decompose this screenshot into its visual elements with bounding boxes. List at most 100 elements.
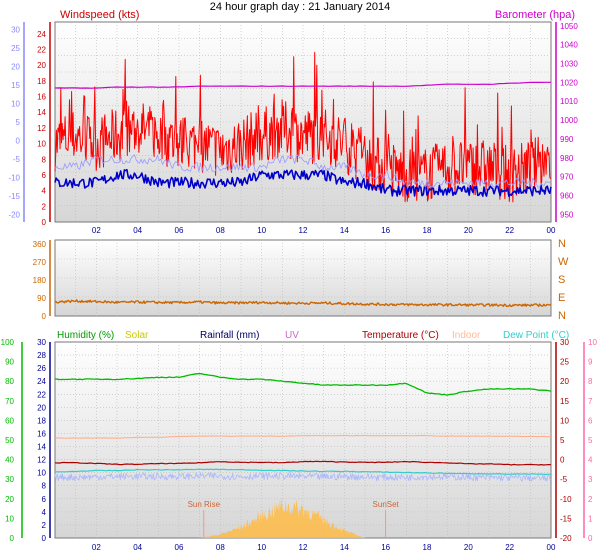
rainfall-tick: 2 — [42, 521, 47, 530]
panel-wind-baro-series — [54, 51, 552, 203]
x-tick-bottom: 14 — [340, 543, 349, 552]
windspeed-tick: 16 — [37, 93, 46, 102]
series-direction — [54, 299, 552, 308]
windspeed-tick: 2 — [42, 202, 47, 211]
barometer-tick: 1010 — [560, 97, 578, 106]
legend-item: Dew Point (°C) — [503, 330, 569, 341]
marker-label: SunSet — [373, 500, 400, 509]
uv-tick: 3 — [588, 475, 593, 484]
temperature-axis-ticks: -20 -15 -10 -5 0 5 10 15 20 25 30 — [560, 338, 572, 543]
uv-tick: 6 — [588, 416, 593, 425]
direction-compass-tick: W — [558, 256, 569, 268]
barometer-tick: 990 — [560, 135, 574, 144]
direction-degree-ticks: 0 90 180 270 360 — [33, 240, 47, 321]
windspeed-axis-label: Windspeed (kts) — [60, 9, 139, 21]
direction-compass-tick: N — [558, 310, 566, 322]
far-left-tick: 15 — [11, 81, 20, 90]
humidity-tick: 80 — [5, 377, 14, 386]
uv-tick: 10 — [588, 338, 597, 347]
far-left-tick: 25 — [11, 44, 20, 53]
rainfall-tick: 20 — [37, 403, 46, 412]
windspeed-tick: 20 — [37, 61, 46, 70]
barometer-tick: 1040 — [560, 41, 578, 50]
panel-temp-hum-legend: Humidity (%) Solar Rainfall (mm) UV Temperat… — [57, 330, 569, 341]
panel-wind-direction-series — [54, 299, 552, 308]
legend-item: Humidity (%) — [57, 330, 114, 341]
humidity-tick: 60 — [5, 416, 14, 425]
direction-compass-tick: N — [558, 238, 566, 250]
legend-item: Solar — [125, 330, 149, 341]
barometer-tick: 980 — [560, 154, 574, 163]
x-tick-bottom: 06 — [175, 543, 184, 552]
windspeed-tick: 22 — [37, 45, 46, 54]
uv-tick: 1 — [588, 514, 593, 523]
panel-wind-baro-x-ticks: 02 04 06 08 10 12 14 16 18 20 22 00 — [92, 226, 556, 235]
windspeed-tick: 0 — [42, 218, 47, 227]
barometer-tick: 1020 — [560, 78, 578, 87]
panel-temp-hum-series: Sun Rise SunSet — [54, 372, 552, 538]
temperature-tick: 15 — [560, 397, 569, 406]
temperature-tick: -20 — [560, 534, 572, 543]
barometer-tick: 1000 — [560, 116, 578, 125]
temperature-tick: 25 — [560, 358, 569, 367]
series-indoor — [54, 435, 552, 439]
x-tick-bottom: 16 — [381, 543, 390, 552]
x-tick-top: 14 — [340, 226, 349, 235]
direction-degree-tick: 360 — [33, 240, 47, 249]
windspeed-tick: 24 — [37, 30, 46, 39]
barometer-tick: 960 — [560, 192, 574, 201]
temperature-tick: -5 — [560, 475, 568, 484]
legend-item: UV — [285, 330, 299, 341]
rainfall-tick: 10 — [37, 469, 46, 478]
humidity-tick: 50 — [5, 436, 14, 445]
series-gust — [54, 51, 551, 203]
x-tick-bottom: 18 — [423, 543, 432, 552]
windspeed-tick: 14 — [37, 108, 46, 117]
uv-axis-ticks: 0 1 2 3 4 5 6 7 8 9 10 — [588, 338, 597, 543]
humidity-tick: 90 — [5, 358, 14, 367]
x-tick-top: 02 — [92, 226, 101, 235]
direction-degree-tick: 180 — [33, 276, 47, 285]
x-tick-top: 22 — [505, 226, 514, 235]
barometer-tick: 970 — [560, 173, 574, 182]
temperature-tick: 20 — [560, 377, 569, 386]
far-left-tick: -15 — [8, 192, 20, 201]
direction-compass-tick: S — [558, 274, 565, 286]
windspeed-tick: 6 — [42, 171, 47, 180]
rainfall-tick: 28 — [37, 351, 46, 360]
x-tick-bottom: 20 — [464, 543, 473, 552]
marker-label: Sun Rise — [188, 500, 221, 509]
rainfall-tick: 16 — [37, 429, 46, 438]
x-tick-bottom: 22 — [505, 543, 514, 552]
far-left-tick: -20 — [8, 211, 20, 220]
rainfall-tick: 8 — [42, 482, 47, 491]
series-speed — [54, 168, 552, 197]
x-tick-top: 08 — [216, 226, 225, 235]
rainfall-tick: 24 — [37, 377, 46, 386]
rainfall-tick: 12 — [37, 456, 46, 465]
series-light-blue — [54, 154, 552, 188]
uv-tick: 0 — [588, 534, 593, 543]
humidity-tick: 20 — [5, 495, 14, 504]
x-tick-top: 18 — [423, 226, 432, 235]
legend-item: Temperature (°C) — [362, 330, 439, 341]
uv-tick: 8 — [588, 377, 593, 386]
barometer-tick: 1030 — [560, 60, 578, 69]
far-left-tick: 20 — [11, 62, 20, 71]
x-tick-bottom: 04 — [133, 543, 142, 552]
temperature-tick: -15 — [560, 514, 572, 523]
x-tick-bottom: 02 — [92, 543, 101, 552]
humidity-tick: 40 — [5, 456, 14, 465]
temperature-tick: 30 — [560, 338, 569, 347]
x-tick-bottom: 12 — [299, 543, 308, 552]
x-tick-top: 04 — [133, 226, 142, 235]
far-left-axis-ticks: -20 -15 -10 -5 0 5 10 15 20 25 30 — [8, 25, 20, 219]
direction-compass-tick: E — [558, 292, 565, 304]
humidity-tick: 10 — [5, 514, 14, 523]
